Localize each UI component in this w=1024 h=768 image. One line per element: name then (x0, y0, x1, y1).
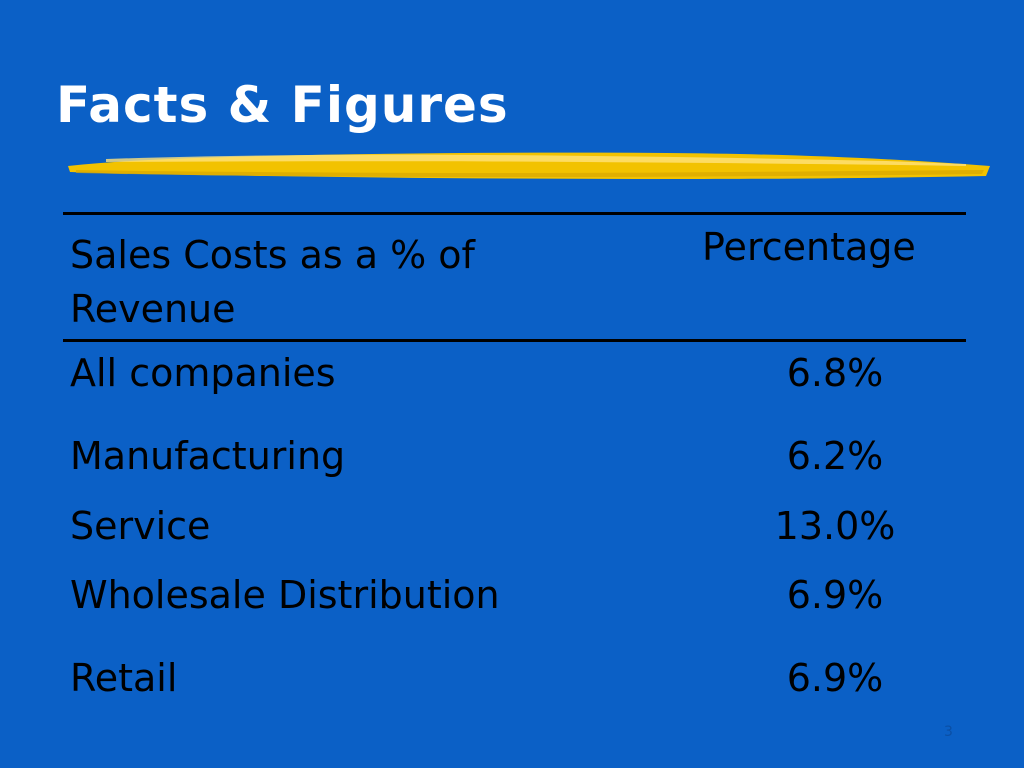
table-row-label: Wholesale Distribution (70, 573, 500, 617)
table-row-value: 6.2% (786, 434, 884, 478)
title-underline-brushstroke (68, 152, 990, 179)
slide-title: Facts & Figures (56, 76, 509, 134)
table-row-label: Manufacturing (70, 434, 346, 478)
table-header-rule (63, 339, 966, 342)
table-row-label: All companies (70, 351, 336, 395)
table-row-value: 6.9% (786, 573, 884, 617)
table-row-value: 6.8% (786, 351, 884, 395)
table-row-label: Retail (70, 656, 178, 700)
page-number: 3 (944, 724, 953, 740)
column-header-label: Sales Costs as a % of Revenue (70, 233, 475, 331)
table-top-rule (63, 212, 966, 215)
column-header-percentage: Percentage (702, 225, 916, 269)
table-row-value: 6.9% (786, 656, 884, 700)
table-row-value: 13.0% (774, 504, 896, 548)
table-row-label: Service (70, 504, 211, 548)
